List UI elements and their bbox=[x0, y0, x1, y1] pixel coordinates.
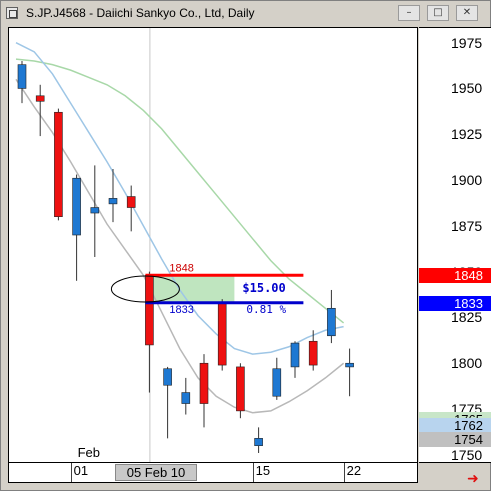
candle-body bbox=[199, 362, 209, 404]
measure-pct-label: 0.81 % bbox=[246, 303, 286, 316]
price-tick-label: 1750 bbox=[451, 446, 483, 463]
date-tick-label: 22 bbox=[346, 463, 362, 478]
price-tick-label: 1900 bbox=[451, 172, 483, 189]
candle-body bbox=[72, 177, 81, 236]
price-tick-label: 1800 bbox=[451, 355, 483, 372]
candle-body bbox=[272, 368, 282, 397]
candle-body bbox=[54, 111, 63, 217]
candle-body bbox=[290, 342, 300, 368]
date-divider bbox=[252, 463, 254, 482]
candle-body bbox=[108, 198, 118, 205]
price-marker-badge: 1833 bbox=[419, 295, 491, 311]
scroll-right-arrow-icon[interactable]: ➜ bbox=[467, 470, 479, 486]
cursor-date-label: 05 Feb 10 bbox=[115, 464, 197, 481]
price-marker-badge: 1848 bbox=[419, 268, 491, 284]
minimize-button[interactable]: – bbox=[398, 5, 420, 21]
price-chart-area[interactable]: 1848 1833 $15.00 0.81 % bbox=[8, 27, 418, 463]
measure-anchor-oval bbox=[110, 275, 180, 303]
candle-body bbox=[345, 362, 354, 368]
price-marker-badge: 1762 bbox=[419, 418, 491, 433]
candle-body bbox=[163, 368, 172, 386]
candle-body bbox=[327, 307, 336, 337]
ma-gray-line bbox=[15, 78, 345, 414]
date-tick-label: 01 bbox=[73, 463, 89, 478]
date-divider bbox=[343, 463, 345, 482]
date-divider bbox=[70, 463, 72, 482]
candle-body bbox=[126, 196, 136, 208]
price-tick-label: 1875 bbox=[451, 217, 483, 234]
month-label: Feb bbox=[77, 445, 100, 460]
date-tick-label: 15 bbox=[255, 463, 271, 478]
measure-high-label: 1848 bbox=[169, 262, 193, 274]
price-tick-label: 1825 bbox=[451, 309, 483, 326]
candle-body bbox=[217, 302, 227, 366]
price-tick-label: 1975 bbox=[451, 34, 483, 51]
measure-diff-label: $15.00 bbox=[242, 281, 285, 295]
title-bar[interactable]: S.JP.J4568 - Daiichi Sankyo Co., Ltd, Da… bbox=[2, 2, 489, 24]
price-tick-label: 1925 bbox=[451, 126, 483, 143]
candle-body bbox=[145, 275, 154, 346]
window-icon bbox=[6, 7, 18, 19]
measure-low-label: 1833 bbox=[169, 304, 193, 316]
candle-body bbox=[35, 95, 45, 102]
status-bar bbox=[1, 484, 490, 490]
price-marker-badge: 1754 bbox=[419, 432, 491, 447]
candle-body bbox=[236, 366, 245, 412]
candle-body bbox=[308, 340, 318, 366]
candle-body bbox=[254, 438, 263, 446]
close-button[interactable]: ✕ bbox=[456, 5, 478, 21]
candle-body bbox=[181, 392, 191, 404]
measure-range-fill bbox=[145, 275, 235, 303]
candle-body bbox=[17, 64, 27, 89]
price-axis[interactable]: 1975195019251900187518501825180017751750… bbox=[419, 27, 491, 463]
maximize-button[interactable]: □ bbox=[427, 5, 449, 21]
price-tick-label: 1950 bbox=[451, 80, 483, 97]
candle-body bbox=[90, 207, 100, 214]
date-axis[interactable]: 05 Feb 10 01 Feb 15 22 bbox=[8, 445, 418, 483]
ma-green-line bbox=[15, 58, 345, 324]
candlestick-chart[interactable]: 1848 1833 $15.00 0.81 % bbox=[9, 28, 418, 463]
window-title: S.JP.J4568 - Daiichi Sankyo Co., Ltd, Da… bbox=[26, 6, 255, 20]
